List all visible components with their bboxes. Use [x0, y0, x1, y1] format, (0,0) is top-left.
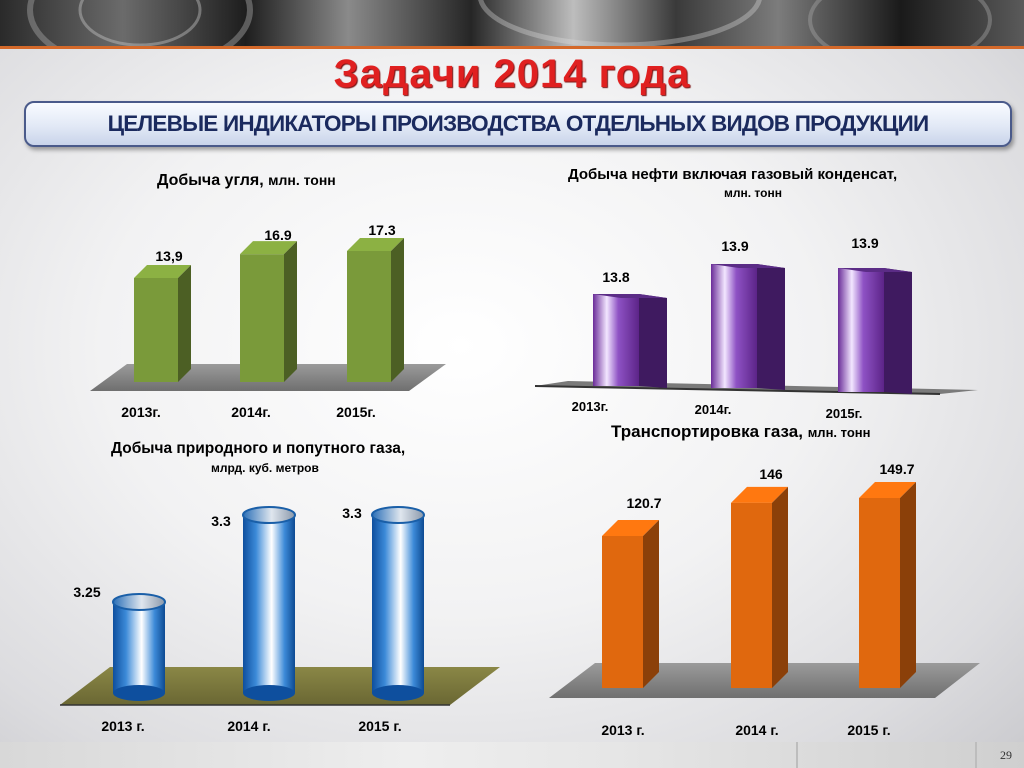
gas-bar-2-top — [242, 506, 296, 524]
coal-value-label-3: 17.3 — [368, 222, 395, 238]
gas-category-label-3: 2015 г. — [358, 718, 401, 734]
oil-bar-1-top — [593, 294, 667, 298]
oil-category-label-2: 2014г. — [695, 402, 732, 417]
coal-unit-text: млн. тонн — [268, 172, 336, 188]
gas-bar-2-bottom — [243, 685, 295, 701]
transport-bar-3 — [859, 498, 900, 688]
transport-bar-3-top — [859, 482, 916, 498]
oil-value-label-1: 13.8 — [602, 269, 629, 285]
gas-bar-3-top — [371, 506, 425, 524]
transport-bar-2 — [731, 502, 772, 688]
gas-bar-3 — [372, 515, 424, 693]
transport-bar-1-side — [643, 520, 659, 688]
transport-bar-1 — [602, 536, 643, 688]
oil-category-label-1: 2013г. — [572, 399, 609, 414]
transport-title-text: Транспортировка газа, — [611, 422, 803, 441]
page-number: 29 — [1000, 748, 1012, 762]
coal-value-label-2: 16.9 — [264, 227, 291, 243]
oil-baseline — [534, 385, 941, 395]
oil-bar-2-top — [711, 264, 785, 268]
gas-value-label-1: 3.25 — [73, 584, 100, 600]
transport-bar-1-top — [602, 520, 659, 536]
coal-bar-2-top — [240, 241, 297, 255]
coal-bar-3-side — [391, 238, 404, 382]
transport-value-label-1: 120.7 — [626, 495, 661, 511]
gas-value-label-2: 3.3 — [211, 513, 231, 529]
gas-bar-1-bottom — [113, 685, 165, 701]
coal-bar-1-top — [134, 265, 191, 278]
bars-layer: 13,9 2013г. 16.9 2014г. 17.3 2015г. 13.8 2013г.… — [73, 222, 916, 738]
transport-category-label-2: 2014 г. — [735, 722, 778, 738]
gas-chart-title: Добыча природного и попутного газа, — [111, 440, 406, 457]
gas-chart-unit: млрд. куб. метров — [211, 461, 319, 475]
gas-category-label-2: 2014 г. — [227, 718, 270, 734]
transport-unit-text: млн. тонн — [807, 425, 871, 440]
gas-bar-1-top — [112, 593, 166, 611]
oil-bar-3-side — [884, 268, 912, 394]
transport-value-label-3: 149.7 — [879, 461, 914, 477]
oil-bar-3 — [838, 268, 884, 392]
oil-value-label-3: 13.9 — [851, 235, 878, 251]
gas-value-label-3: 3.3 — [342, 505, 362, 521]
oil-bar-2 — [711, 264, 757, 388]
oil-chart-unit: млн. тонн — [724, 186, 782, 200]
coal-bar-3 — [347, 251, 391, 382]
oil-value-label-2: 13.9 — [721, 238, 748, 254]
gas-bar-2 — [243, 515, 295, 693]
coal-category-label-3: 2015г. — [336, 404, 375, 420]
transport-bar-2-top — [731, 486, 788, 503]
oil-bar-1 — [593, 294, 639, 386]
oil-bar-2-side — [757, 264, 785, 390]
gas-bar-3-bottom — [372, 685, 424, 701]
footer-divider — [975, 742, 977, 768]
gas-bar-1 — [113, 602, 165, 693]
coal-bar-2 — [240, 254, 284, 382]
gas-category-label-1: 2013 г. — [101, 718, 144, 734]
transport-chart-title: Транспортировка газа, млн. тонн — [611, 422, 870, 442]
footer-bar — [0, 742, 1024, 768]
transport-category-label-3: 2015 г. — [847, 722, 890, 738]
page-title: Задачи 2014 года — [333, 52, 691, 96]
header-banner — [0, 0, 1024, 46]
subtitle-text: ЦЕЛЕВЫЕ ИНДИКАТОРЫ ПРОИЗВОДСТВА ОТДЕЛЬНЫ… — [107, 111, 930, 136]
coal-title-text: Добыча угля, — [157, 172, 264, 189]
banner-decoration — [27, 0, 992, 46]
coal-category-label-2: 2014г. — [231, 404, 270, 420]
oil-category-label-3: 2015г. — [826, 406, 863, 421]
transport-bar-2-side — [772, 486, 788, 688]
coal-bar-2-side — [284, 241, 297, 382]
coal-value-label-1: 13,9 — [155, 248, 182, 264]
oil-bar-3-top — [838, 268, 912, 272]
coal-bar-3-top — [347, 238, 404, 251]
coal-bar-1-side — [178, 265, 191, 382]
coal-chart-title: Добыча угля, млн. тонн — [157, 172, 336, 190]
oil-chart-title: Добыча нефти включая газовый конденсат, — [568, 166, 898, 183]
banner-divider — [0, 46, 1024, 49]
transport-value-label-2: 146 — [759, 466, 783, 482]
oil-bar-1-side — [639, 294, 667, 388]
coal-category-label-1: 2013г. — [121, 404, 160, 420]
transport-bar-3-side — [900, 482, 916, 688]
transport-category-label-1: 2013 г. — [601, 722, 644, 738]
subtitle-box: ЦЕЛЕВЫЕ ИНДИКАТОРЫ ПРОИЗВОДСТВА ОТДЕЛЬНЫ… — [24, 101, 1012, 147]
footer-divider — [796, 742, 798, 768]
coal-bar-1 — [134, 278, 178, 382]
